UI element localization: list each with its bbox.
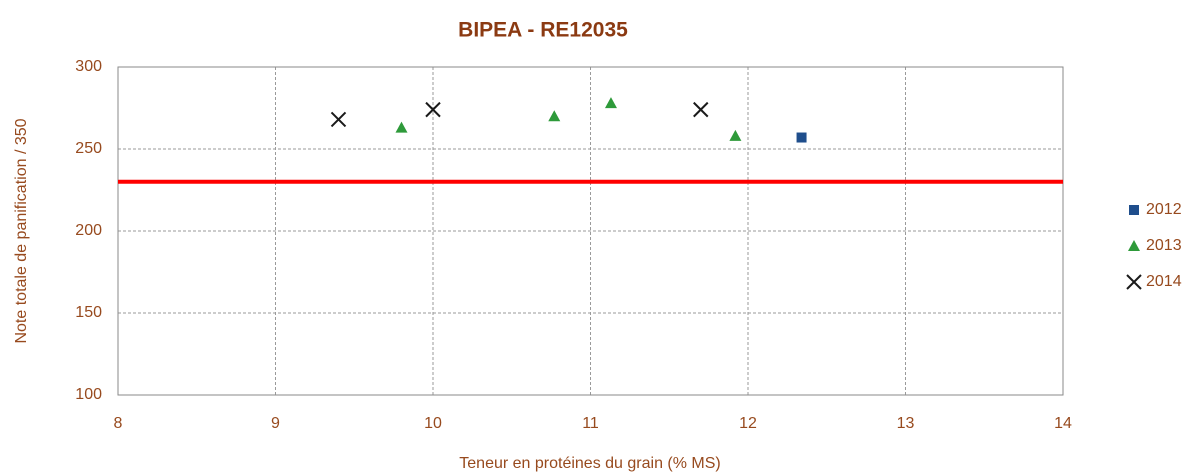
y-tick-label: 200 bbox=[75, 222, 102, 239]
y-tick-label: 250 bbox=[75, 140, 102, 157]
marker bbox=[693, 101, 709, 118]
legend-label: 2013 bbox=[1146, 237, 1182, 254]
x-tick-label: 8 bbox=[114, 415, 123, 432]
marker bbox=[395, 121, 408, 133]
x-tick-label: 13 bbox=[897, 415, 915, 432]
marker bbox=[1126, 274, 1142, 290]
marker bbox=[1128, 240, 1140, 251]
marker bbox=[330, 111, 347, 128]
marker bbox=[796, 132, 807, 143]
x-tick-label: 9 bbox=[271, 415, 280, 432]
y-tick-label: 150 bbox=[75, 304, 102, 321]
y-axis-label: Note totale de panification / 350 bbox=[13, 118, 30, 343]
plot-border bbox=[117, 66, 1064, 396]
chart-title: BIPEA - RE12035 bbox=[458, 19, 628, 42]
marker bbox=[1129, 205, 1139, 215]
legend-label: 2012 bbox=[1146, 201, 1182, 218]
marker bbox=[729, 129, 742, 141]
marker bbox=[604, 97, 617, 109]
y-tick-label: 100 bbox=[75, 386, 102, 403]
x-tick-label: 12 bbox=[739, 415, 757, 432]
x-tick-label: 11 bbox=[582, 415, 599, 432]
marker bbox=[425, 101, 441, 118]
x-tick-label: 10 bbox=[424, 415, 442, 432]
y-tick-label: 300 bbox=[75, 58, 102, 75]
marker bbox=[548, 110, 561, 122]
x-tick-label: 14 bbox=[1054, 415, 1072, 432]
x-axis-label: Teneur en protéines du grain (% MS) bbox=[459, 455, 720, 472]
legend-label: 2014 bbox=[1146, 273, 1182, 290]
